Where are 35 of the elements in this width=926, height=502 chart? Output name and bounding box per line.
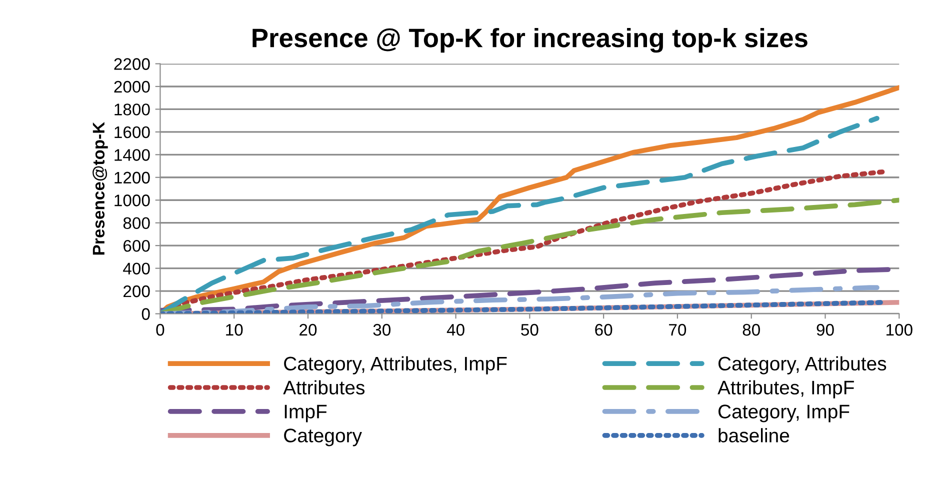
- line-series: [160, 285, 880, 314]
- y-axis-title: Presence@top-K: [92, 122, 108, 255]
- x-tick-label: 100: [886, 324, 912, 336]
- x-tick-label: 70: [669, 324, 686, 336]
- x-tick-label: 50: [521, 324, 538, 336]
- chart-title: Presence @ Top-K for increasing top-k sizes: [252, 28, 808, 53]
- y-tick-label: 1000: [114, 194, 150, 206]
- x-tick-label: 80: [742, 324, 760, 336]
- legend-label: Attributes: [283, 380, 365, 394]
- legend-label: ImpF: [284, 404, 327, 422]
- y-tick-label: 2200: [114, 58, 150, 70]
- y-tick-label: 200: [124, 285, 150, 298]
- legend-label: Category, ImpF: [718, 404, 850, 422]
- y-tick-label: 2000: [114, 80, 150, 93]
- y-tick-label: 800: [123, 217, 150, 230]
- y-tick-label: 1200: [114, 172, 150, 184]
- legend-label: Category, Attributes, ImpF: [284, 356, 507, 374]
- x-tick-label: 30: [373, 324, 390, 336]
- x-tick-label: 0: [156, 324, 164, 336]
- y-tick-label: 1600: [114, 126, 150, 138]
- x-tick-label: 20: [300, 324, 317, 336]
- line-series: [160, 116, 880, 314]
- legend-label: Category, Attributes: [718, 356, 886, 374]
- x-tick-label: 10: [226, 324, 243, 336]
- legend-label: Attributes, ImpF: [718, 380, 854, 398]
- legend-label: baseline: [718, 428, 790, 442]
- y-tick-label: 600: [124, 240, 150, 252]
- x-tick-label: 60: [595, 324, 612, 336]
- x-tick-label: 90: [816, 324, 834, 336]
- legend-label: Category: [284, 428, 362, 446]
- y-tick-label: 0: [142, 308, 150, 320]
- y-tick-label: 400: [123, 262, 150, 274]
- x-tick-label: 40: [446, 324, 464, 336]
- y-tick-label: 1800: [114, 104, 150, 116]
- y-tick-label: 1400: [114, 149, 150, 161]
